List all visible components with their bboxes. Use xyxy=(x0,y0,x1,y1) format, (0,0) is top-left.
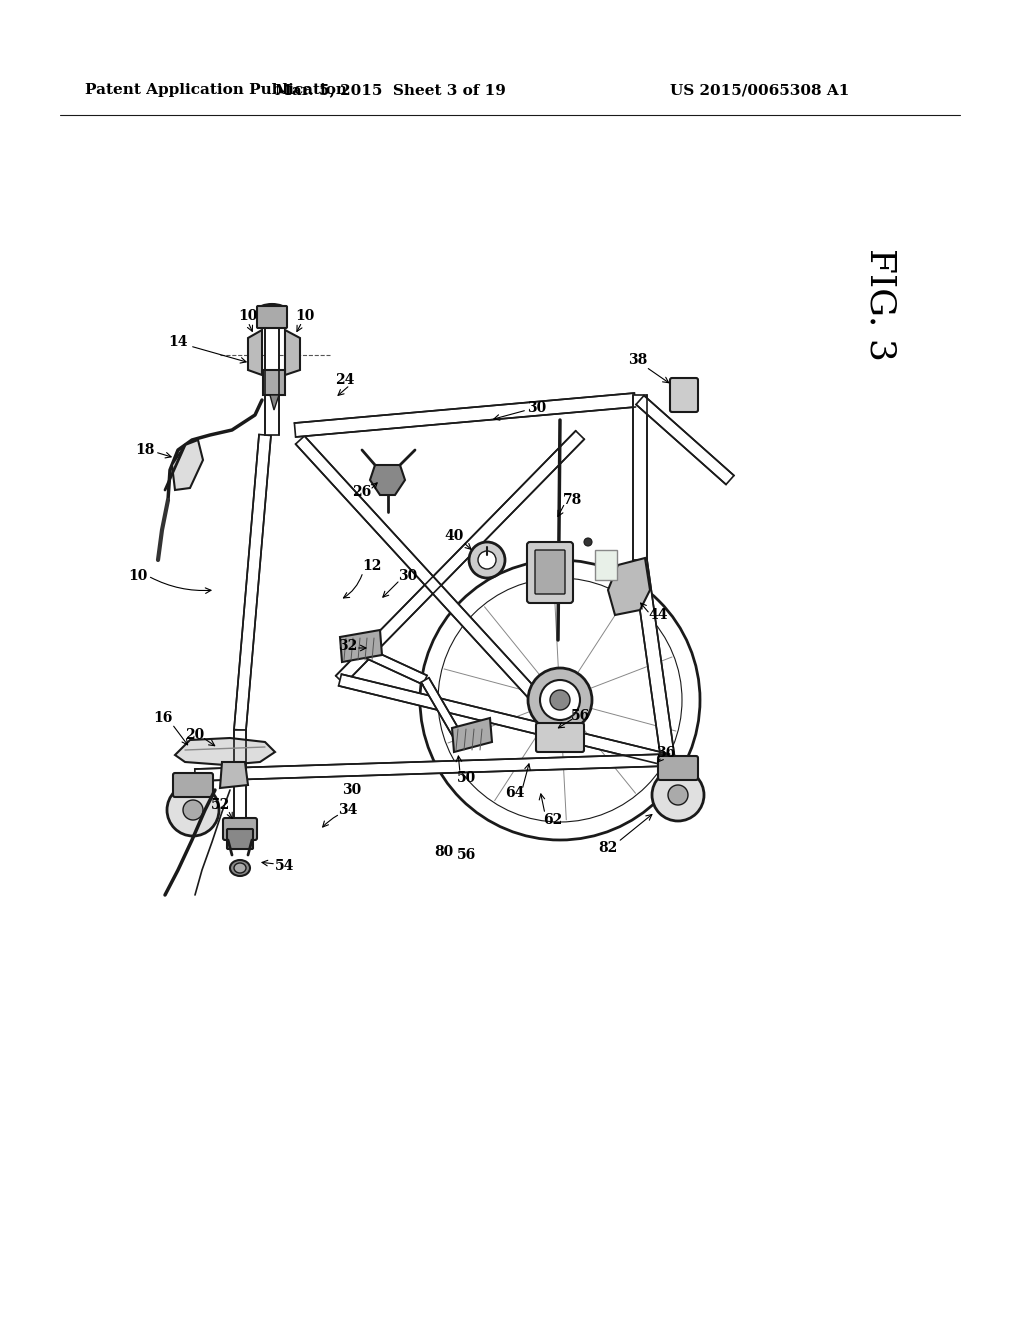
Polygon shape xyxy=(172,440,203,490)
FancyBboxPatch shape xyxy=(670,378,698,412)
Text: 30: 30 xyxy=(398,569,418,583)
Circle shape xyxy=(668,785,688,805)
Text: 24: 24 xyxy=(335,374,354,387)
Text: 26: 26 xyxy=(352,484,372,499)
Text: FIG. 3: FIG. 3 xyxy=(863,248,897,362)
FancyBboxPatch shape xyxy=(227,829,253,849)
Text: 56: 56 xyxy=(570,709,590,723)
FancyBboxPatch shape xyxy=(658,756,698,780)
Text: 38: 38 xyxy=(629,352,647,367)
Circle shape xyxy=(478,550,496,569)
Polygon shape xyxy=(234,730,246,820)
Text: 10: 10 xyxy=(239,309,258,323)
Polygon shape xyxy=(358,645,427,685)
Polygon shape xyxy=(263,370,285,395)
Polygon shape xyxy=(265,315,279,436)
FancyBboxPatch shape xyxy=(173,774,213,797)
FancyBboxPatch shape xyxy=(595,550,617,579)
Text: 16: 16 xyxy=(154,711,173,725)
Polygon shape xyxy=(636,396,734,484)
Text: 10: 10 xyxy=(295,309,314,323)
Ellipse shape xyxy=(258,304,286,315)
Ellipse shape xyxy=(234,863,246,873)
Circle shape xyxy=(528,668,592,733)
Circle shape xyxy=(540,680,580,719)
Circle shape xyxy=(167,784,219,836)
Polygon shape xyxy=(370,465,406,495)
Text: 12: 12 xyxy=(362,558,382,573)
FancyBboxPatch shape xyxy=(536,723,584,752)
Polygon shape xyxy=(608,558,650,615)
Polygon shape xyxy=(248,330,262,375)
Text: 36: 36 xyxy=(656,746,676,760)
Text: 50: 50 xyxy=(457,771,475,785)
Text: US 2015/0065308 A1: US 2015/0065308 A1 xyxy=(670,83,849,96)
Polygon shape xyxy=(421,677,464,742)
Circle shape xyxy=(469,543,505,578)
Polygon shape xyxy=(296,436,580,744)
Text: 54: 54 xyxy=(275,859,295,873)
Text: Patent Application Publication: Patent Application Publication xyxy=(85,83,347,96)
Text: 32: 32 xyxy=(338,639,357,653)
Circle shape xyxy=(550,690,570,710)
Ellipse shape xyxy=(230,861,250,876)
Text: 10: 10 xyxy=(128,569,147,583)
Text: 64: 64 xyxy=(505,785,524,800)
Polygon shape xyxy=(336,430,585,684)
Text: Mar. 5, 2015  Sheet 3 of 19: Mar. 5, 2015 Sheet 3 of 19 xyxy=(274,83,506,96)
Polygon shape xyxy=(220,762,248,788)
Polygon shape xyxy=(294,393,636,437)
Text: 14: 14 xyxy=(168,335,187,348)
Polygon shape xyxy=(452,718,492,752)
Polygon shape xyxy=(633,560,675,760)
Circle shape xyxy=(652,770,705,821)
FancyBboxPatch shape xyxy=(257,306,287,327)
Circle shape xyxy=(538,678,582,722)
Text: 34: 34 xyxy=(338,803,357,817)
Text: 30: 30 xyxy=(342,783,361,797)
Circle shape xyxy=(183,800,203,820)
Text: 18: 18 xyxy=(135,444,155,457)
Polygon shape xyxy=(340,630,382,663)
Polygon shape xyxy=(270,395,279,411)
Polygon shape xyxy=(175,738,275,766)
Circle shape xyxy=(548,688,572,711)
Polygon shape xyxy=(285,330,300,375)
Polygon shape xyxy=(633,395,647,560)
Text: 62: 62 xyxy=(544,813,562,828)
Ellipse shape xyxy=(671,385,689,411)
Polygon shape xyxy=(234,434,271,730)
Text: 82: 82 xyxy=(598,841,617,855)
Text: 80: 80 xyxy=(434,845,454,859)
FancyBboxPatch shape xyxy=(223,818,257,840)
Text: 52: 52 xyxy=(210,799,229,812)
Text: 30: 30 xyxy=(527,401,547,414)
Text: 20: 20 xyxy=(185,729,205,742)
Circle shape xyxy=(584,539,592,546)
FancyBboxPatch shape xyxy=(527,543,573,603)
Text: 40: 40 xyxy=(444,529,464,543)
Text: 56: 56 xyxy=(457,847,475,862)
FancyBboxPatch shape xyxy=(535,550,565,594)
Text: 44: 44 xyxy=(648,609,668,622)
Polygon shape xyxy=(339,675,670,766)
Text: 78: 78 xyxy=(562,492,582,507)
Polygon shape xyxy=(195,754,669,781)
